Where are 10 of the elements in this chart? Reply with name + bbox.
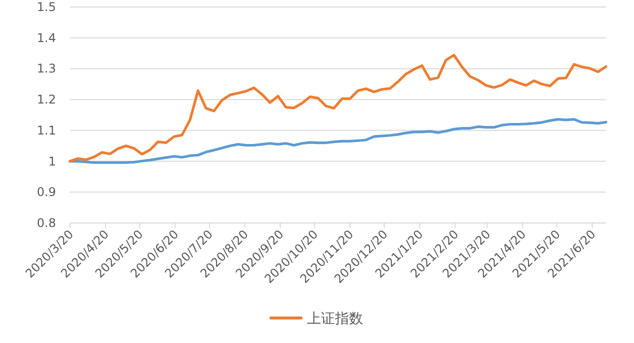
y-tick-label: 0.8 <box>36 216 56 230</box>
y-tick-label: 1.1 <box>36 123 56 138</box>
y-tick-label: 1.2 <box>36 92 56 107</box>
legend: 上证指数 <box>270 311 363 327</box>
y-tick-label: 1.4 <box>36 30 56 45</box>
y-tick-label: 1.5 <box>36 0 56 14</box>
y-tick-label: 0.9 <box>36 185 56 200</box>
legend-label: 上证指数 <box>307 311 363 327</box>
y-tick-label: 1 <box>48 154 56 168</box>
y-tick-label: 1.3 <box>36 62 56 76</box>
